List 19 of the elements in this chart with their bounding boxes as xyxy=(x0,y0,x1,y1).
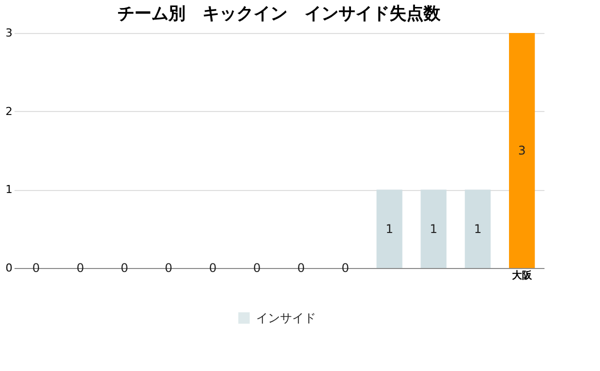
data-label: 0 xyxy=(297,261,305,275)
y-tick-label: 0 xyxy=(6,262,12,274)
x-tick-label: 大阪 xyxy=(510,270,533,282)
data-label: 1 xyxy=(474,222,482,236)
data-label: 0 xyxy=(164,261,172,275)
data-label: 1 xyxy=(430,222,438,236)
data-label: 3 xyxy=(518,144,526,158)
data-label: 0 xyxy=(341,261,350,275)
y-tick-label: 3 xyxy=(6,26,12,40)
data-label: 0 xyxy=(253,261,261,275)
data-label: 1 xyxy=(386,222,394,236)
data-label: 0 xyxy=(76,261,84,275)
chart-title: チーム別 キックイン インサイド失点数 xyxy=(118,4,442,24)
y-tick-label: 1 xyxy=(6,183,12,196)
data-label: 0 xyxy=(120,261,128,275)
legend-label: インサイド xyxy=(256,311,316,325)
data-label: 0 xyxy=(32,261,40,275)
data-label: 0 xyxy=(208,261,217,275)
y-tick-label: 2 xyxy=(6,104,12,118)
